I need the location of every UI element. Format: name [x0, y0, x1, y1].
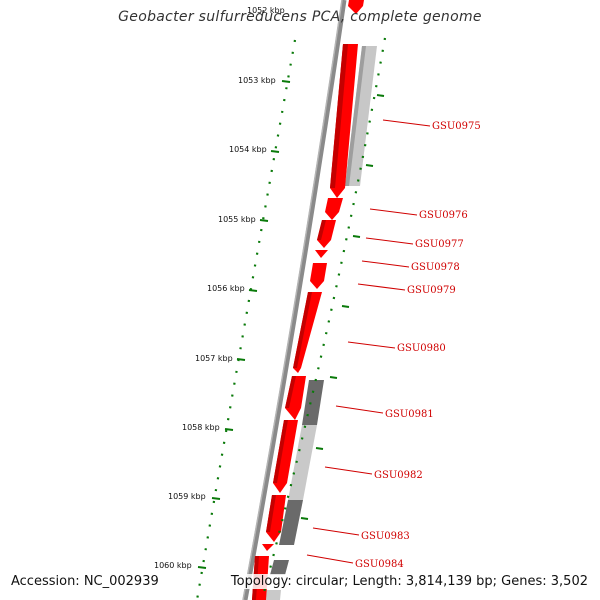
gray-feature-block — [302, 380, 324, 425]
gray-feature-block — [265, 590, 281, 600]
gene-arrow-gsu0980-shade — [293, 292, 312, 368]
gene-label-gsu0979[interactable]: GSU0979 — [407, 285, 456, 296]
genome-backbone-highlight — [242, 0, 343, 600]
inner-tick — [300, 517, 309, 520]
kbp-scale-outer — [195, 39, 297, 600]
leader-line — [324, 466, 373, 475]
kbp-tick — [281, 80, 291, 83]
leader-line — [365, 237, 414, 245]
inner-tick — [329, 376, 338, 379]
gene-labels: GSU0975 GSU0976 GSU0977 GSU0978 GSU0979 … — [355, 121, 481, 570]
leader-line — [369, 208, 418, 216]
gene-label-gsu0981[interactable]: GSU0981 — [385, 409, 434, 420]
gene-label-gsu0984[interactable]: GSU0984 — [355, 559, 404, 570]
inner-tick — [341, 305, 350, 308]
kbp-label: 1054 kbp — [229, 145, 267, 154]
gene-label-gsu0976[interactable]: GSU0976 — [419, 210, 468, 221]
gene-arrow-gsu0981-shade — [285, 376, 296, 408]
kbp-tick — [224, 428, 234, 431]
leader-line — [335, 405, 384, 414]
gene-arrow-gsu0976[interactable] — [325, 198, 343, 220]
topology-text: Topology: circular; Length: 3,814,139 bp… — [228, 574, 590, 589]
gene-arrow-gsu0978[interactable] — [315, 250, 328, 258]
gene-leader-lines — [306, 119, 431, 564]
gene-label-gsu0977[interactable]: GSU0977 — [415, 239, 464, 250]
map-title: Geobacter sulfurreducens PCA, complete g… — [118, 9, 482, 25]
leader-line — [312, 527, 360, 536]
kbp-label: 1055 kbp — [218, 215, 256, 224]
accession-text: Accession: NC_002939 — [9, 574, 161, 589]
kbp-label: 1056 kbp — [207, 284, 245, 293]
kbp-tick — [236, 358, 246, 361]
leader-line — [361, 260, 410, 268]
kbp-label: 1057 kbp — [195, 354, 233, 363]
kbp-label: 1060 kbp — [154, 561, 192, 570]
leader-line — [357, 283, 406, 291]
kbp-tick — [211, 497, 221, 500]
gene-arrow-gsu0980[interactable] — [293, 292, 322, 373]
kbp-label: 1058 kbp — [182, 423, 220, 432]
genome-backbone — [242, 0, 347, 600]
gene-arrow-gsu0982-shade — [273, 420, 288, 483]
kbp-tick — [259, 219, 269, 222]
kbp-label: 1052 kbp — [247, 6, 285, 15]
feature-track-gray — [265, 46, 377, 600]
gray-feature-block — [288, 425, 317, 500]
kbp-tick — [270, 150, 280, 153]
leader-line — [306, 554, 354, 564]
kbp-labels: 1052 kbp 1053 kbp 1054 kbp 1055 kbp 1056… — [154, 6, 285, 570]
gene-arrow-gsu0983-shade — [266, 495, 276, 532]
kbp-tick — [197, 566, 207, 569]
kbp-label: 1053 kbp — [238, 76, 276, 85]
kbp-scale-inner — [260, 37, 387, 600]
gray-feature-block — [345, 46, 366, 186]
inner-tick — [315, 447, 324, 450]
kbp-label: 1059 kbp — [168, 492, 206, 501]
gene-arrow-gsu0975-shade — [330, 44, 348, 188]
inner-tick — [365, 164, 374, 167]
gray-feature-block — [279, 500, 303, 545]
gene-track — [252, 0, 364, 600]
gene-label-gsu0978[interactable]: GSU0978 — [411, 262, 460, 273]
leader-line — [347, 341, 396, 349]
leader-line — [382, 119, 431, 127]
kbp-tick — [248, 289, 258, 292]
gene-arrow-gsu0979[interactable] — [310, 263, 327, 289]
gray-feature-block — [270, 560, 289, 575]
gene-label-gsu0975[interactable]: GSU0975 — [432, 121, 481, 132]
inner-tick — [352, 235, 361, 238]
gene-arrow-gsu0977-shade — [317, 220, 326, 240]
gene-arrow-gsu0982[interactable] — [273, 420, 298, 493]
gene-label-gsu0980[interactable]: GSU0980 — [397, 343, 446, 354]
inner-tick — [376, 94, 385, 97]
gene-arrow-top[interactable] — [348, 0, 364, 14]
gene-arrow-gsu0984[interactable] — [262, 544, 274, 551]
gene-label-gsu0982[interactable]: GSU0982 — [374, 470, 423, 481]
gene-label-gsu0983[interactable]: GSU0983 — [361, 531, 410, 542]
